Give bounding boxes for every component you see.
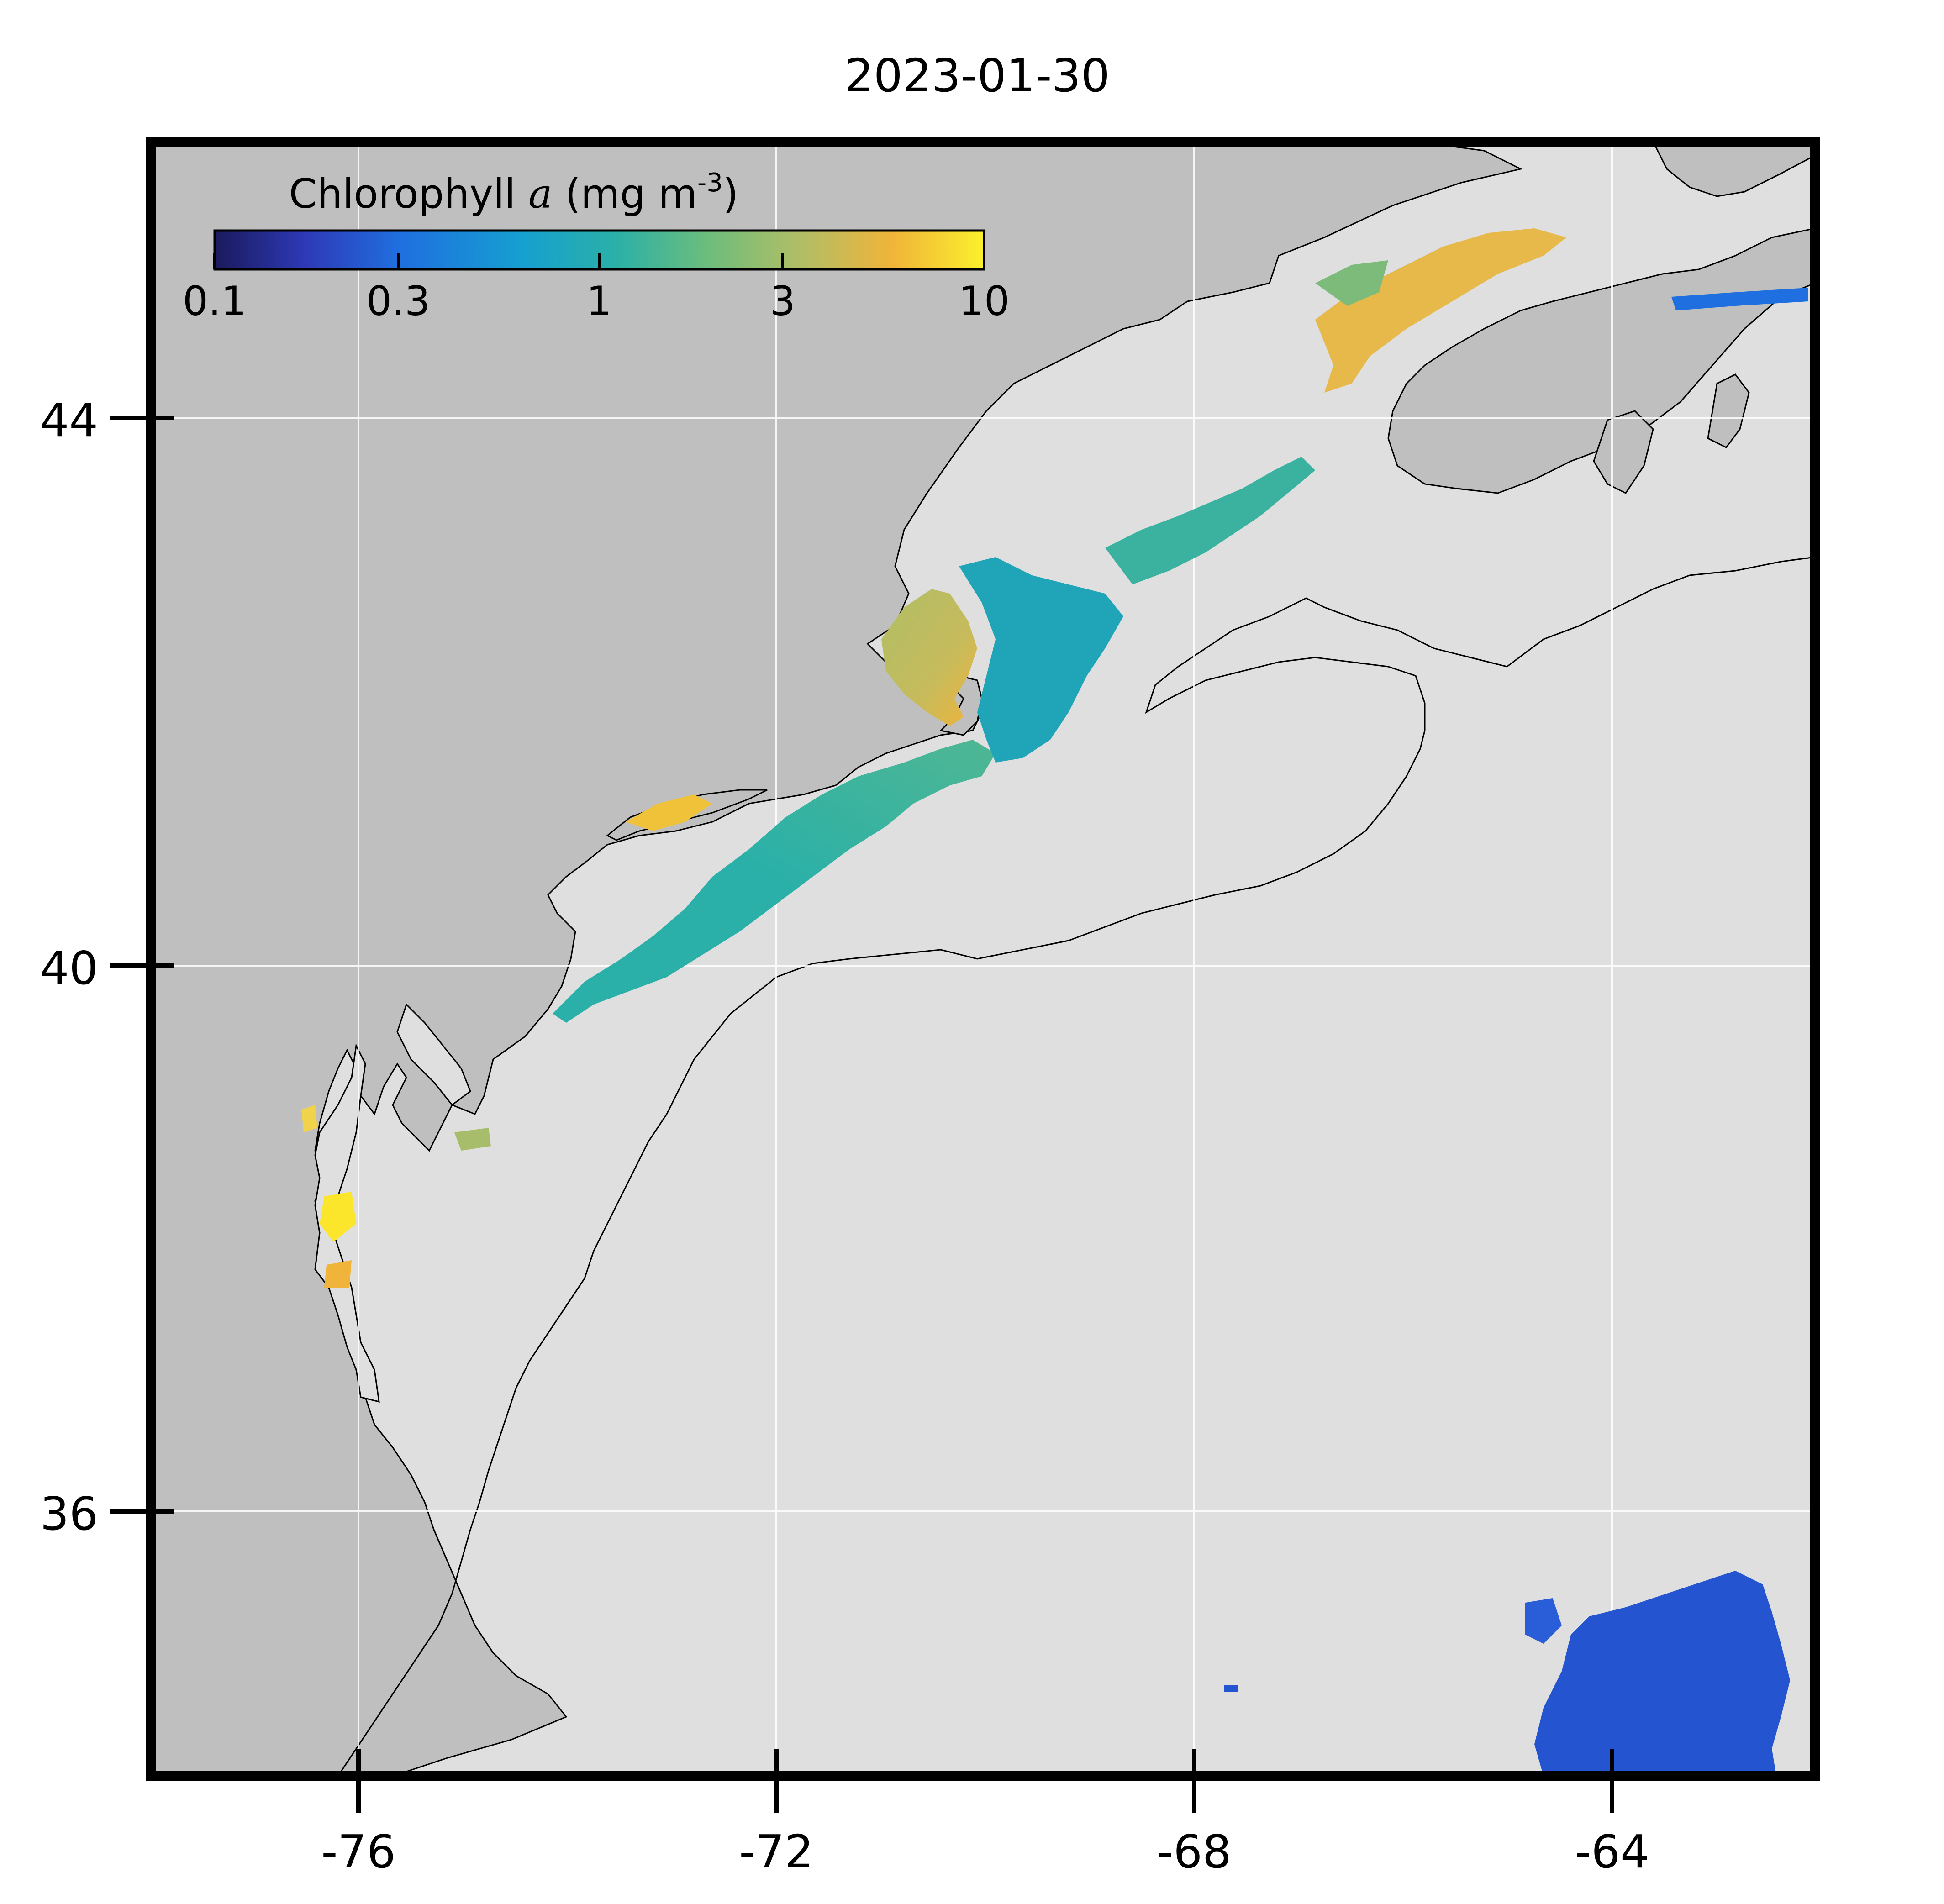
colorbar-label-exponent: -3 [697, 168, 723, 198]
chl-chesapeake-2 [324, 1260, 352, 1288]
colorbar-tick-0.3: 0.3 [366, 278, 430, 325]
colorbar-tick-0.1: 0.1 [183, 278, 247, 325]
island-1 [1593, 410, 1654, 494]
chl-chesapeake-3 [301, 1105, 317, 1132]
chl-sargasso-patch-2 [1525, 1598, 1562, 1644]
map-frame [146, 137, 1820, 1781]
chl-bay-of-fundy [1315, 228, 1566, 393]
island-2 [1707, 373, 1750, 448]
x-tick-label--72: -72 [739, 1825, 813, 1878]
y-tick-label-36: 36 [40, 1487, 98, 1541]
chl-gulf-of-maine [1105, 457, 1315, 584]
colorbar-tick-1: 1 [586, 278, 612, 325]
land-maritimes-north [1652, 142, 1815, 197]
land-us-mainland [151, 142, 1523, 1776]
colorbar-ticks [213, 253, 985, 269]
chlorophyll-data [301, 228, 1808, 1776]
colorbar-label-prefix: Chlorophyll [289, 170, 528, 217]
map-title: 2023-01-30 [844, 49, 1110, 102]
y-tick-label-40: 40 [40, 941, 98, 995]
chl-mid-atlantic-bight [553, 740, 996, 1023]
chl-sargasso-speck [1224, 1685, 1238, 1692]
colorbar-label-close: ) [723, 170, 738, 217]
colorbar-tick-3: 3 [770, 278, 796, 325]
y-tick-label-44: 44 [40, 394, 98, 447]
chl-chesapeake-1 [320, 1192, 356, 1242]
grid [151, 142, 1815, 1776]
x-tick-label--68: -68 [1157, 1825, 1231, 1878]
chl-delaware [454, 1128, 491, 1151]
chl-maritimes-edge [1671, 288, 1808, 310]
chl-bay-of-fundy-green [1315, 260, 1388, 306]
y-axis [110, 416, 174, 1514]
chesapeake-bay [314, 1043, 380, 1403]
colorbar-label-variable: a [528, 170, 552, 217]
chl-georges-bank [959, 557, 1123, 763]
colorbar-tick-10: 10 [959, 278, 1010, 325]
colorbar: Chlorophyll a (mg m-3) 0.1 0.3 1 3 10 [183, 168, 1010, 325]
x-tick-label--64: -64 [1575, 1825, 1649, 1878]
chl-cape-cod-bay [881, 589, 977, 726]
chl-sargasso-patch [1534, 1571, 1790, 1776]
x-tick-label--76: -76 [321, 1825, 395, 1878]
colorbar-label-unit: (mg m [552, 170, 697, 217]
shelf-contour-line [337, 556, 1815, 1776]
delaware-bay [396, 1003, 471, 1106]
x-axis [356, 1749, 1614, 1813]
chl-long-island-sound [626, 794, 712, 831]
colorbar-label: Chlorophyll a (mg m-3) [289, 168, 738, 217]
